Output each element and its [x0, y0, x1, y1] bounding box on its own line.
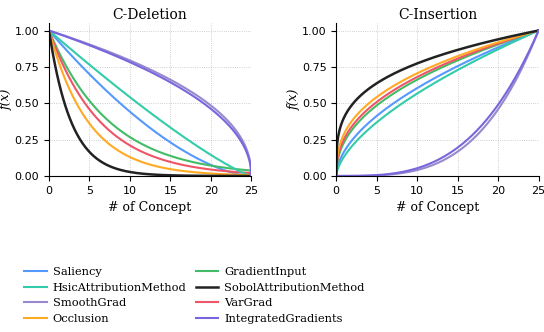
Title: C-Insertion: C-Insertion — [398, 8, 477, 22]
Y-axis label: f(x): f(x) — [287, 89, 300, 110]
Legend: Saliency, HsicAttributionMethod, SmoothGrad, Occlusion, GradientInput, SobolAttr: Saliency, HsicAttributionMethod, SmoothG… — [22, 265, 367, 326]
X-axis label: # of Concept: # of Concept — [396, 201, 479, 214]
Title: C-Deletion: C-Deletion — [113, 8, 188, 22]
Y-axis label: f(x): f(x) — [0, 89, 13, 110]
X-axis label: # of Concept: # of Concept — [108, 201, 191, 214]
